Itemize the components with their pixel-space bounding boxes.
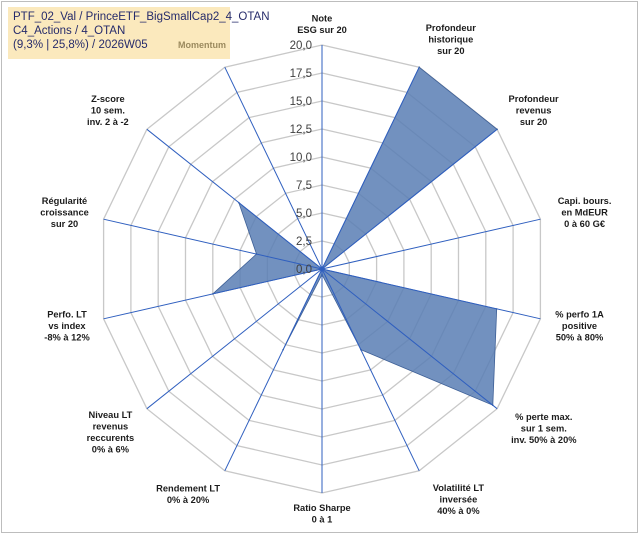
axis-spoke xyxy=(103,268,323,320)
axis-spoke xyxy=(321,268,420,472)
axis-label: Ratio Sharpe 0 à 1 xyxy=(293,503,350,525)
axis-spoke xyxy=(146,268,323,410)
axis-label: % perfo 1A positive 50% à 80% xyxy=(555,310,604,343)
axis-label: Note ESG sur 20 xyxy=(297,14,347,36)
tick-label: 12,5 xyxy=(290,124,312,136)
axis-label: Profondeur revenus sur 20 xyxy=(509,94,559,127)
axis-spoke xyxy=(321,128,498,270)
axis-spoke xyxy=(321,218,541,270)
axis-label: Z-score 10 sem. inv. 2 à -2 xyxy=(87,94,129,127)
axis-label: Volatilité LT inversée 40% à 0% xyxy=(433,483,485,516)
axis-spoke xyxy=(103,218,323,270)
tick-label: 5,0 xyxy=(296,208,312,220)
axis-labels: Note ESG sur 20 Profondeur historique sur 20… xyxy=(40,14,611,525)
axis-label: Profondeur historique sur 20 xyxy=(426,23,476,56)
series-area xyxy=(211,66,498,406)
tick-label: 17,5 xyxy=(290,68,312,80)
chart-title-box: PTF_02_Val / PrinceETF_BigSmallCap2_4_OT… xyxy=(8,7,270,59)
title-stats: (9,3% | 25,8%) / 2026W05 xyxy=(13,39,148,51)
axis-spoke xyxy=(224,66,323,270)
axis-spoke xyxy=(321,268,498,410)
axis-spoke xyxy=(146,128,323,270)
axis-spoke xyxy=(224,268,323,472)
tick-label: 15,0 xyxy=(290,96,312,108)
tick-label: 20,0 xyxy=(290,40,312,52)
tick-label: 2,5 xyxy=(296,236,312,248)
tick-label: 10,0 xyxy=(290,152,312,164)
axis-label: Perfo. LT vs index -8% à 12% xyxy=(44,310,90,343)
tick-label: 7,5 xyxy=(296,180,312,192)
tick-label: 0,0 xyxy=(296,264,312,276)
momentum-tag: Momentum xyxy=(178,40,226,50)
axis-spoke xyxy=(321,66,420,270)
title-category: C4_Actions / 4_OTAN xyxy=(13,25,126,37)
axis-spoke xyxy=(321,268,541,320)
title-portfolio: PTF_02_Val / PrinceETF_BigSmallCap2_4_OT… xyxy=(13,11,270,23)
axis-label: Capi. bours. en MdEUR 0 à 60 G€ xyxy=(558,196,612,229)
axis-label: Rendement LT 0% à 20% xyxy=(156,484,220,506)
radial-axis-ticks: 0,0 2,5 5,0 7,5 10,0 12,5 15,0 17,5 20,0 xyxy=(290,40,312,276)
axis-label: Niveau LT revenus reccurents 0% à 6% xyxy=(87,410,135,455)
radar-series xyxy=(103,45,541,493)
axis-label: Régularité croissance sur 20 xyxy=(40,196,89,229)
axis-label: % perte max. sur 1 sem. inv. 50% à 20% xyxy=(511,412,577,445)
